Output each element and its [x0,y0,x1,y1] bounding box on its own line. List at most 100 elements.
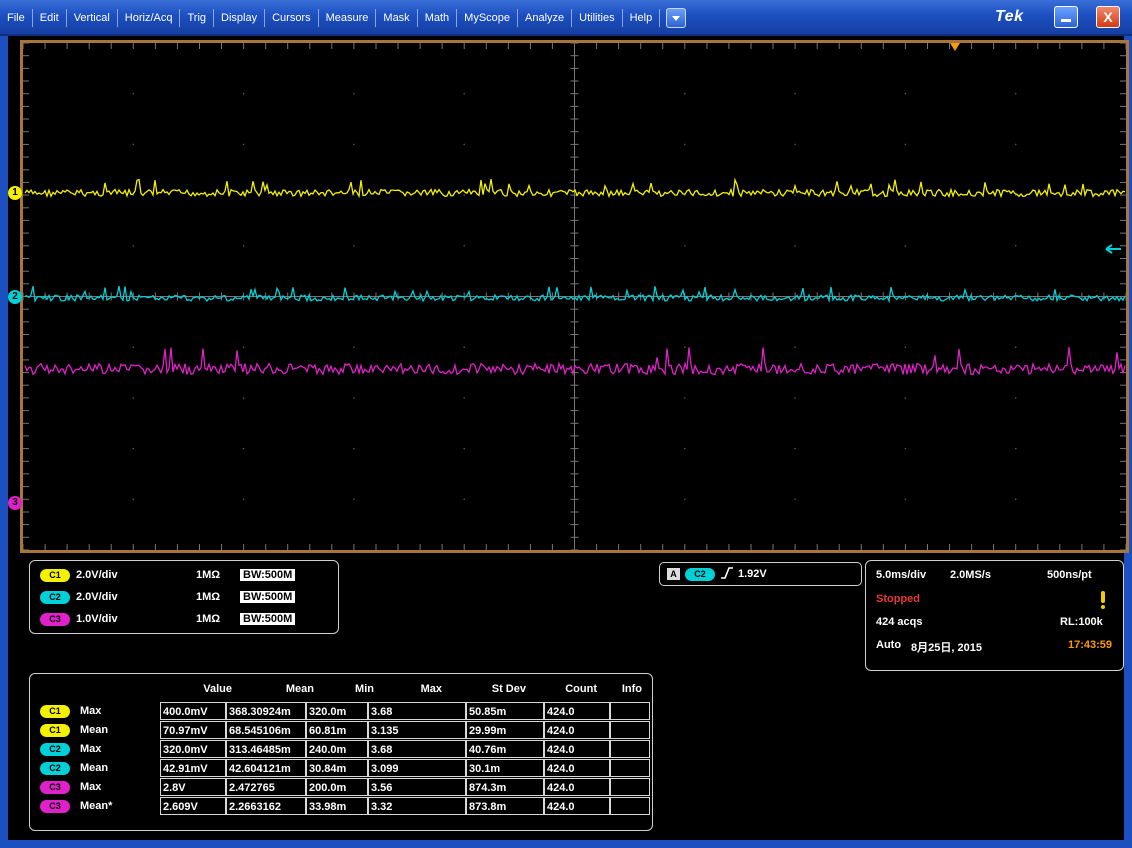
ch2-impedance: 1MΩ [196,591,221,603]
grid-dot [353,92,355,95]
trigger-position-icon[interactable] [950,43,960,51]
grid-dot [353,245,355,247]
grid-dot [904,92,907,95]
grid-dot [794,245,796,247]
col-header-min: Min [355,683,374,695]
menu-utilities[interactable]: Utilities [572,9,623,27]
waveform-display[interactable] [20,40,1129,553]
measurement-cell-min: 30.84m [306,759,368,777]
grid-dot [132,498,135,501]
grid-dot [353,498,355,501]
ch3-badge[interactable]: C3 [40,612,70,626]
measurement-cell-info [610,702,650,720]
measurement-table[interactable]: Value Mean Min Max St Dev Count Info C1 M… [29,673,653,831]
channel-settings-panel: C1 2.0V/div 1MΩ BW:500M C2 2.0V/div 1MΩ … [29,560,339,634]
grid-dot [242,143,245,146]
menu-vertical[interactable]: Vertical [67,9,118,27]
ch3-ground-marker[interactable]: 3 [8,496,22,510]
timebase: 5.0ms/div [876,569,927,581]
measurement-cell-min: 320.0m [306,702,368,720]
grid-dot [132,397,135,399]
measurement-type: Mean* [80,800,113,812]
measurement-row[interactable]: C1 Max 400.0mV 368.30924m 320.0m 3.68 50.85m 42… [30,702,652,720]
graticule-svg [23,43,1126,550]
measurement-cell-stdev: 50.85m [466,702,544,720]
grid-dot [242,346,245,349]
trigger-readout[interactable]: A C2 1.92V [659,562,862,586]
grid-dot [353,447,355,450]
ch2-ground-marker[interactable]: 2 [8,290,22,304]
menu-myscope[interactable]: MyScope [457,9,519,27]
measurement-type: Mean [80,762,109,774]
ch1-settings[interactable]: C1 2.0V/div 1MΩ BW:500M [40,566,296,584]
grid-dot [1014,447,1017,450]
measurement-cell-count: 424.0 [544,778,610,796]
measurement-cell-max: 3.56 [368,778,466,796]
measurement-cell-value: 320.0mV [160,740,226,758]
grid-dot [1014,397,1017,399]
trigger-level-arrow-icon [1105,244,1121,254]
grid-dot [132,143,135,146]
resolution: 500ns/pt [1047,569,1092,581]
measurement-row[interactable]: C2 Mean 42.91mV 42.604121m 30.84m 3.099 30.1m 4… [30,759,652,777]
menu-mask[interactable]: Mask [376,9,418,27]
grid-dot [904,245,907,247]
menu-file[interactable]: File [0,9,33,27]
horizontal-readout[interactable]: 5.0ms/div 2.0MS/s 500ns/pt Stopped 424 a… [865,560,1124,671]
ch1-ground-marker[interactable]: 1 [8,186,22,200]
menu-dropdown-icon[interactable] [666,8,687,28]
grid-dot [684,143,686,146]
close-button[interactable]: X [1096,6,1120,28]
col-header-value: Value [203,683,232,695]
grid-dot [794,447,796,450]
menu-display[interactable]: Display [214,9,266,27]
grid-dot [684,397,686,399]
menu-analyze[interactable]: Analyze [518,9,573,27]
measurement-row[interactable]: C3 Max 2.8V 2.472765 200.0m 3.56 874.3m 424.0 [30,778,652,796]
ch3-impedance: 1MΩ [196,613,221,625]
measurement-row[interactable]: C1 Mean 70.97mV 68.545106m 60.81m 3.135 29.99m… [30,721,652,739]
measurement-row[interactable]: C2 Max 320.0mV 313.46485m 240.0m 3.68 40.76m 42… [30,740,652,758]
menu-help[interactable]: Help [623,9,661,27]
measurement-cell-min: 60.81m [306,721,368,739]
measurement-channel-badge: C2 [40,762,70,775]
grid-dot [132,346,135,349]
ch1-badge[interactable]: C1 [40,568,70,582]
measurement-cell-mean: 2.472765 [226,778,306,796]
acquisition-date: 8月25日, 2015 [911,642,982,654]
menu-cursors[interactable]: Cursors [265,9,319,27]
measurement-cell-min: 33.98m [306,797,368,815]
measurement-channel-badge: C2 [40,743,70,756]
menu-math[interactable]: Math [418,9,458,27]
ch2-badge[interactable]: C2 [40,590,70,604]
measurement-type: Max [80,781,102,793]
menu-trig[interactable]: Trig [180,9,215,27]
col-header-count: Count [565,683,597,695]
grid-dot [904,447,907,450]
measurement-cell-max: 3.68 [368,702,466,720]
acquisition-time: 17:43:59 [1068,639,1113,651]
ch1-scale: 2.0V/div [76,569,118,581]
measurement-cell-min: 200.0m [306,778,368,796]
measurement-cell-value: 70.97mV [160,721,226,739]
menu-edit[interactable]: Edit [33,9,67,27]
acquisition-count: 424 acqs [876,616,923,628]
grid-dot [794,346,796,349]
ch2-settings[interactable]: C2 2.0V/div 1MΩ BW:500M [40,588,296,606]
measurement-type: Max [80,705,102,717]
run-state-icon [1101,591,1105,609]
ch3-bandwidth: BW:500M [240,613,296,625]
measurement-cell-mean: 368.30924m [226,702,306,720]
measurement-cell-value: 2.609V [160,797,226,815]
menu-measure[interactable]: Measure [319,9,377,27]
minimize-button[interactable] [1054,6,1078,28]
measurement-cell-info [610,740,650,758]
ch3-settings[interactable]: C3 1.0V/div 1MΩ BW:500M [40,610,296,628]
menu-horiz-acq[interactable]: Horiz/Acq [118,9,181,27]
grid-dot [132,245,135,247]
measurement-cell-stdev: 30.1m [466,759,544,777]
measurement-cell-value: 400.0mV [160,702,226,720]
grid-dot [684,498,686,501]
measurement-cell-count: 424.0 [544,740,610,758]
measurement-row[interactable]: C3 Mean* 2.609V 2.2663162 33.98m 3.32 873.8m 42… [30,797,652,815]
